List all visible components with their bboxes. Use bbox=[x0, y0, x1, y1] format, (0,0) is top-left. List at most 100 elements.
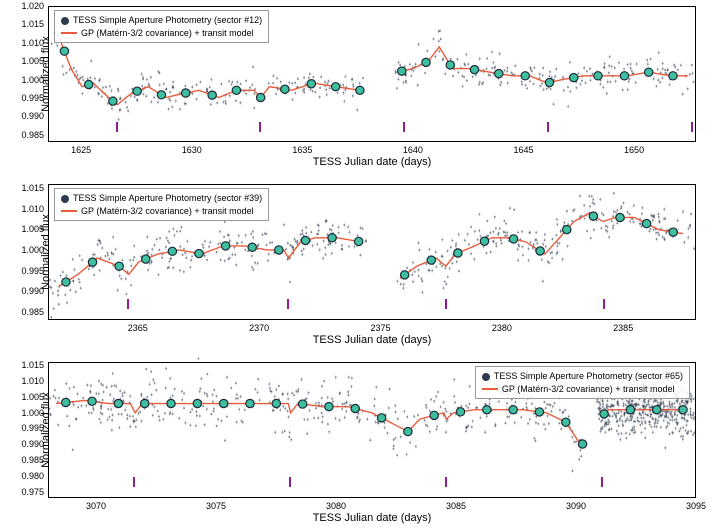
x-tick: 3090 bbox=[566, 498, 586, 511]
legend-label: TESS Simple Aperture Photometry (sector … bbox=[494, 371, 683, 381]
binned-marker bbox=[562, 418, 570, 426]
x-tick: 3095 bbox=[686, 498, 706, 511]
binned-marker bbox=[456, 408, 464, 416]
y-tick: 0.985 bbox=[21, 455, 48, 465]
transit-mark bbox=[259, 122, 261, 132]
x-tick: 2370 bbox=[249, 320, 269, 333]
y-tick: 1.005 bbox=[21, 56, 48, 66]
x-axis-label: TESS Julian date (days) bbox=[313, 334, 432, 346]
binned-marker bbox=[232, 86, 240, 94]
x-tick: 3075 bbox=[206, 498, 226, 511]
binned-marker bbox=[88, 258, 96, 266]
x-tick: 3080 bbox=[326, 498, 346, 511]
binned-marker bbox=[281, 85, 289, 93]
y-tick: 0.985 bbox=[21, 307, 48, 317]
y-tick: 1.005 bbox=[21, 392, 48, 402]
y-tick: 1.010 bbox=[21, 204, 48, 214]
model-line bbox=[59, 238, 361, 287]
binned-marker bbox=[208, 91, 216, 99]
x-tick: 3070 bbox=[86, 498, 106, 511]
y-tick: 0.985 bbox=[21, 130, 48, 140]
binned-marker bbox=[578, 440, 586, 448]
y-tick: 1.000 bbox=[21, 245, 48, 255]
binned-marker bbox=[195, 249, 203, 257]
legend-line-icon bbox=[482, 388, 498, 390]
transit-mark bbox=[127, 299, 129, 309]
binned-marker bbox=[109, 97, 117, 105]
y-tick: 1.005 bbox=[21, 224, 48, 234]
binned-marker bbox=[60, 47, 68, 55]
binned-marker bbox=[133, 87, 141, 95]
binned-marker bbox=[193, 399, 201, 407]
binned-marker bbox=[328, 234, 336, 242]
binned-marker bbox=[84, 80, 92, 88]
binned-marker bbox=[642, 219, 650, 227]
y-tick: 1.020 bbox=[21, 1, 48, 11]
x-tick: 2375 bbox=[370, 320, 390, 333]
transit-mark bbox=[287, 299, 289, 309]
transit-mark bbox=[603, 299, 605, 309]
binned-marker bbox=[430, 411, 438, 419]
binned-marker bbox=[589, 212, 597, 220]
binned-marker bbox=[446, 61, 454, 69]
binned-marker bbox=[351, 404, 359, 412]
y-tick: 0.995 bbox=[21, 423, 48, 433]
binned-marker bbox=[62, 278, 70, 286]
transit-mark bbox=[445, 477, 447, 487]
y-tick: 0.990 bbox=[21, 439, 48, 449]
legend-label: GP (Matérn-3/2 covariance) + transit mod… bbox=[81, 206, 254, 216]
binned-marker bbox=[480, 237, 488, 245]
legend-item: GP (Matérn-3/2 covariance) + transit mod… bbox=[61, 27, 262, 40]
y-tick: 1.015 bbox=[21, 183, 48, 193]
binned-marker bbox=[182, 89, 190, 97]
legend-item: GP (Matérn-3/2 covariance) + transit mod… bbox=[61, 205, 262, 218]
binned-marker bbox=[246, 399, 254, 407]
legend: TESS Simple Aperture Photometry (sector … bbox=[475, 366, 690, 399]
binned-marker bbox=[495, 69, 503, 77]
y-tick: 1.015 bbox=[21, 360, 48, 370]
binned-marker bbox=[483, 406, 491, 414]
binned-marker bbox=[114, 399, 122, 407]
binned-marker bbox=[272, 399, 280, 407]
binned-marker bbox=[62, 398, 70, 406]
binned-marker bbox=[219, 399, 227, 407]
binned-marker bbox=[422, 58, 430, 66]
binned-marker bbox=[535, 408, 543, 416]
binned-marker bbox=[275, 246, 283, 254]
binned-marker bbox=[509, 235, 517, 243]
binned-marker bbox=[509, 406, 517, 414]
binned-marker bbox=[356, 86, 364, 94]
binned-marker bbox=[142, 255, 150, 263]
binned-marker bbox=[616, 213, 624, 221]
binned-marker bbox=[594, 72, 602, 80]
x-axis-label: TESS Julian date (days) bbox=[313, 156, 432, 168]
legend: TESS Simple Aperture Photometry (sector … bbox=[54, 188, 269, 221]
binned-marker bbox=[427, 256, 435, 264]
x-tick: 2380 bbox=[492, 320, 512, 333]
x-tick: 1645 bbox=[513, 142, 533, 155]
binned-marker bbox=[298, 400, 306, 408]
legend-dot-icon bbox=[61, 195, 69, 203]
y-tick: 0.990 bbox=[21, 286, 48, 296]
binned-marker bbox=[331, 83, 339, 91]
binned-marker bbox=[168, 247, 176, 255]
y-tick: 1.010 bbox=[21, 38, 48, 48]
panel-sector39: Normalized fluxTESS Julian date (days)0.… bbox=[48, 184, 696, 320]
binned-marker bbox=[645, 68, 653, 76]
x-axis-label: TESS Julian date (days) bbox=[313, 512, 432, 524]
legend-label: GP (Matérn-3/2 covariance) + transit mod… bbox=[81, 28, 254, 38]
legend-label: TESS Simple Aperture Photometry (sector … bbox=[73, 193, 262, 203]
binned-marker bbox=[141, 399, 149, 407]
binned-marker bbox=[355, 237, 363, 245]
binned-marker bbox=[600, 410, 608, 418]
binned-marker bbox=[669, 72, 677, 80]
binned-marker bbox=[679, 406, 687, 414]
binned-marker bbox=[88, 397, 96, 405]
panel-sector12: Normalized fluxTESS Julian date (days)0.… bbox=[48, 6, 696, 142]
x-tick: 1630 bbox=[182, 142, 202, 155]
legend: TESS Simple Aperture Photometry (sector … bbox=[54, 10, 269, 43]
binned-marker bbox=[248, 243, 256, 251]
binned-marker bbox=[115, 262, 123, 270]
binned-marker bbox=[301, 236, 309, 244]
x-tick: 1650 bbox=[624, 142, 644, 155]
